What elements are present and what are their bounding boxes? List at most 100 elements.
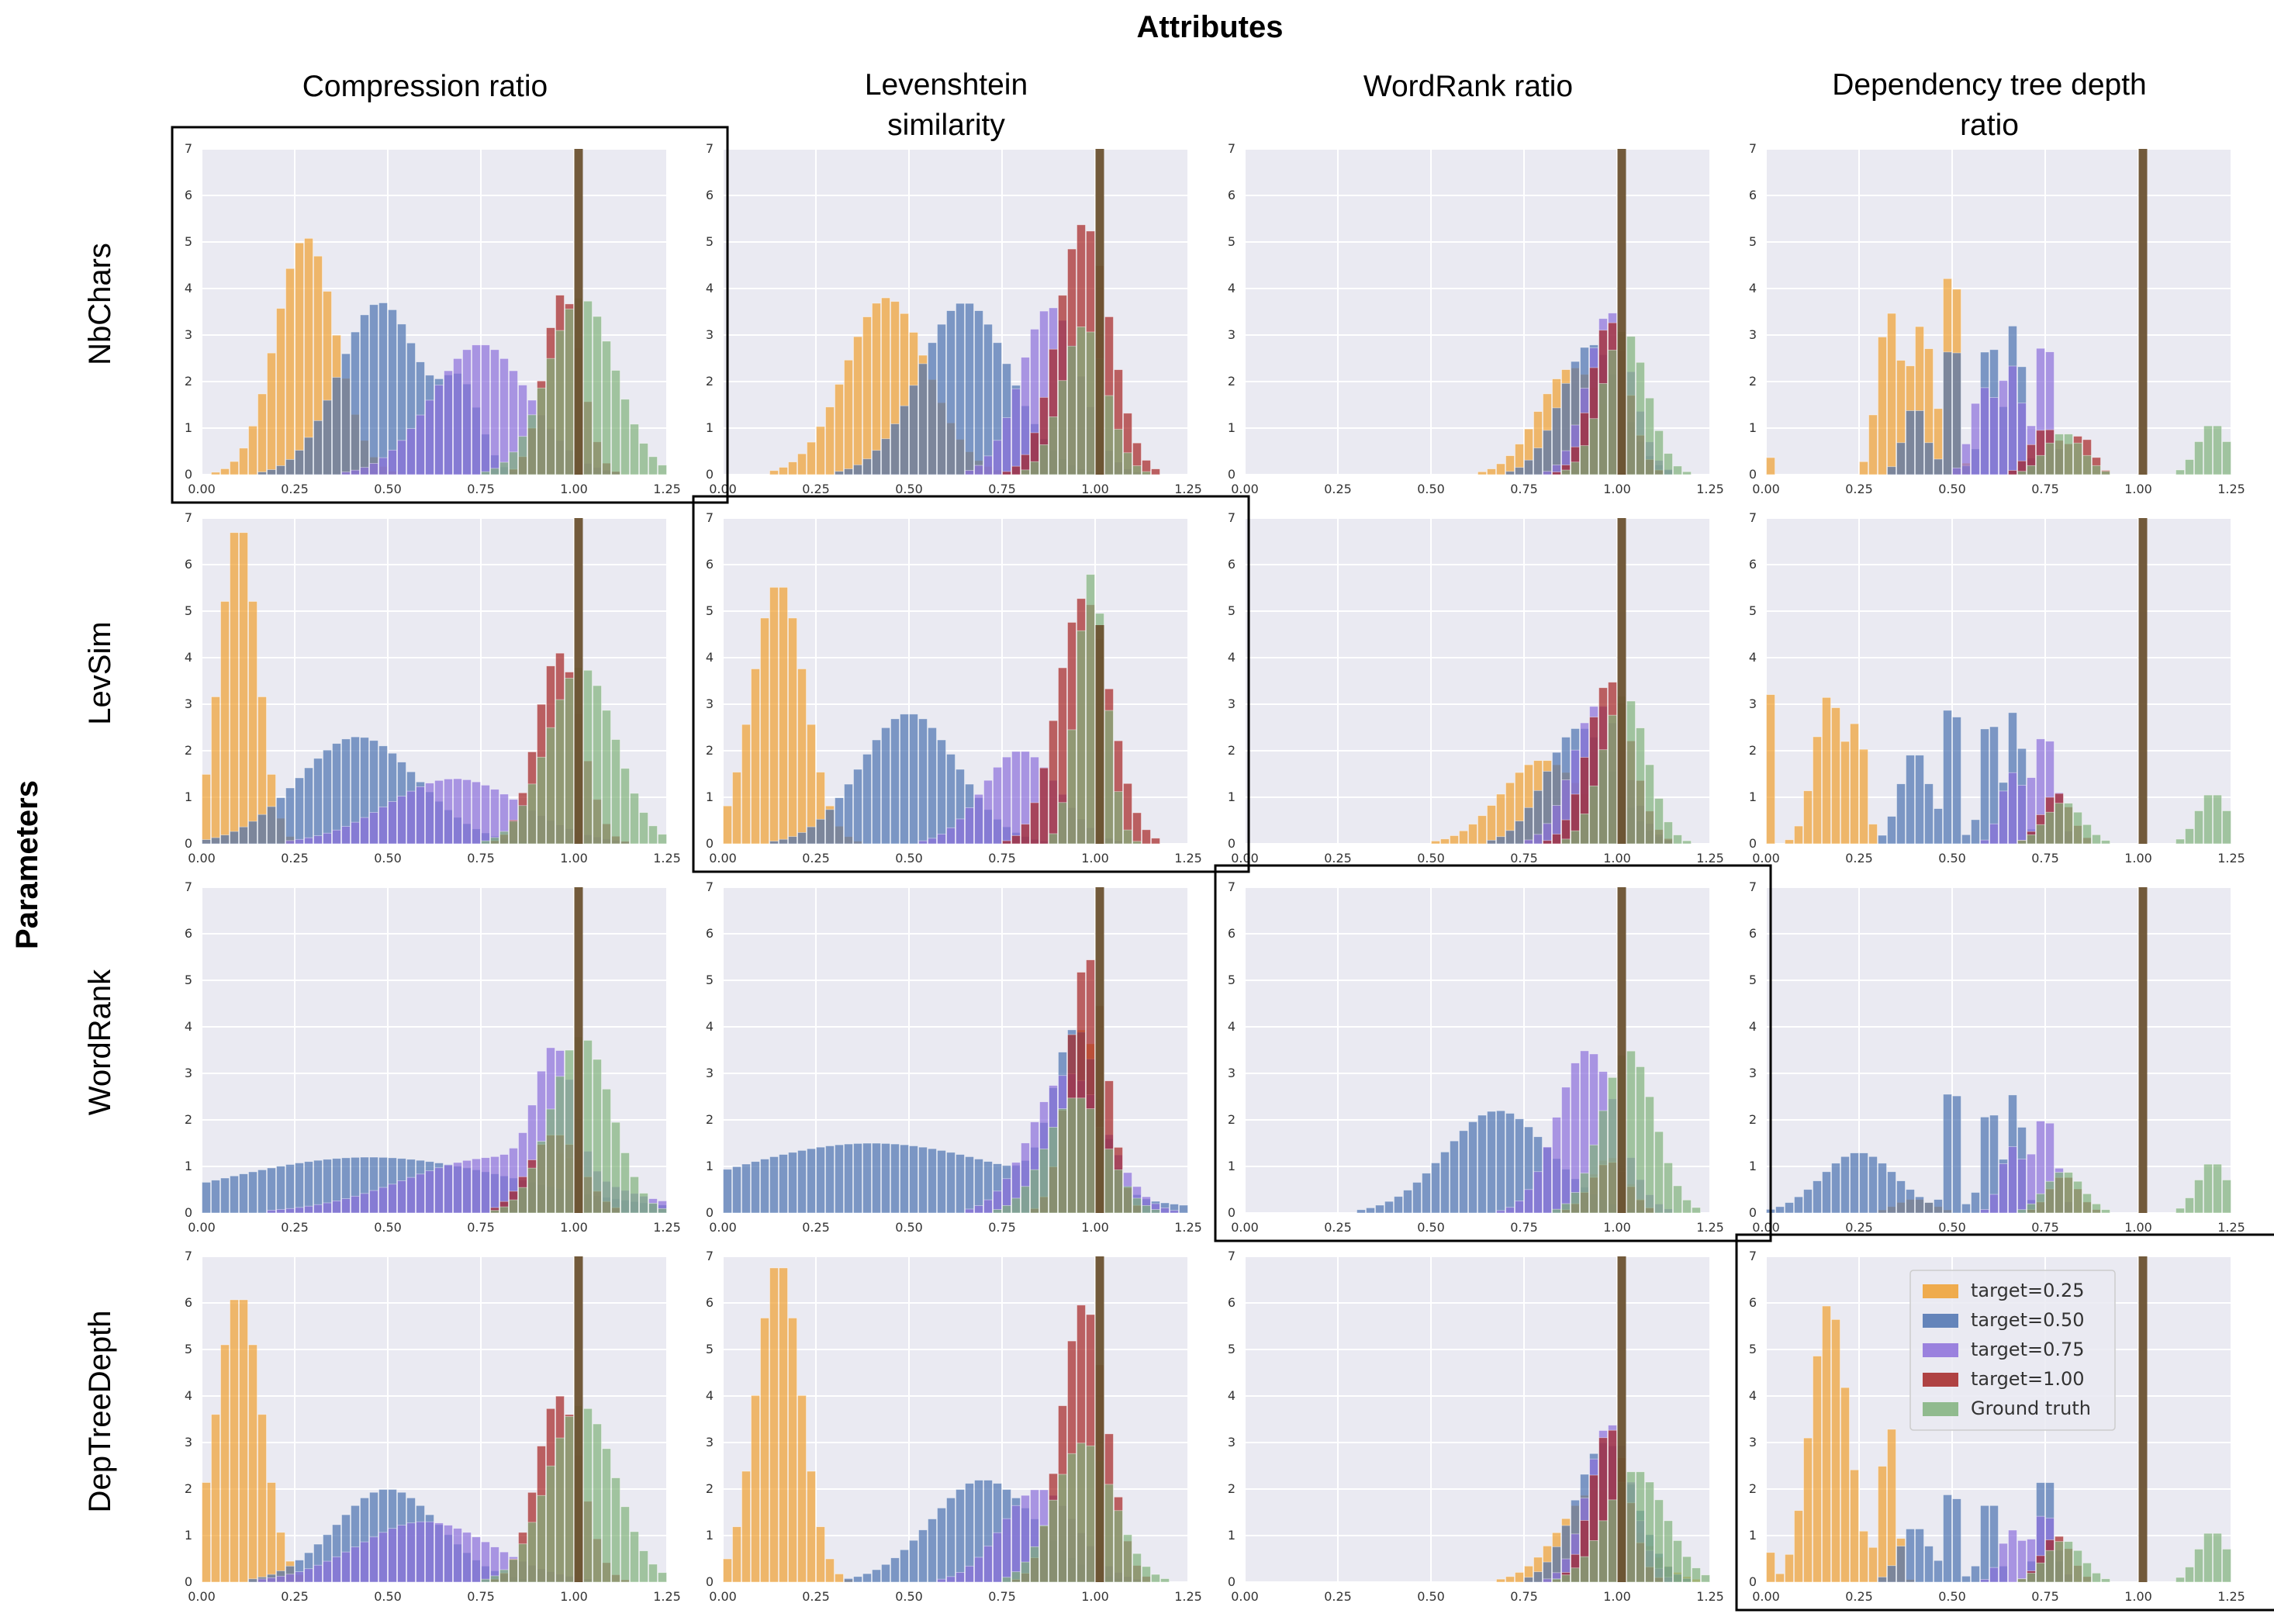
- bar: [1049, 833, 1058, 845]
- bar: [1989, 1194, 1999, 1214]
- bar: [1617, 518, 1626, 844]
- bar: [2055, 803, 2064, 845]
- bar: [2027, 1203, 2036, 1214]
- bar: [844, 783, 853, 845]
- bar: [1617, 887, 1626, 1213]
- bar: [909, 1539, 918, 1583]
- bar: [518, 1543, 527, 1583]
- bar: [1021, 469, 1030, 475]
- bar: [1887, 1171, 1896, 1214]
- bar: [1132, 1553, 1142, 1583]
- bar: [872, 450, 881, 475]
- bar: [583, 1408, 593, 1583]
- y-tick-label: 1: [185, 1159, 192, 1173]
- bar: [378, 1187, 388, 1214]
- bar: [2008, 365, 2017, 475]
- panel-LevSim-2: 0 1 2 3 4 5 6 7 0.00 0.25 0.50 0.75 1.00 1.25: [1228, 510, 1724, 866]
- panel-DepTreeDepth-2: 0 1 2 3 4 5 6 7 0.00 0.25 0.50 0.75 1.00 1.25: [1228, 1249, 1724, 1604]
- bar: [434, 1167, 444, 1214]
- bar: [2203, 1532, 2213, 1583]
- bar: [257, 1578, 267, 1583]
- bar: [1915, 1196, 1924, 1214]
- bar: [323, 1202, 332, 1214]
- bar: [965, 302, 974, 475]
- bar: [518, 805, 527, 845]
- bar: [1011, 834, 1021, 845]
- x-tick-label: 0.75: [2031, 482, 2059, 496]
- y-tick-label: 0: [706, 467, 714, 482]
- bar: [341, 353, 351, 475]
- bar: [807, 441, 816, 475]
- legend-label: target=1.00: [1971, 1368, 2085, 1390]
- bar: [1011, 465, 1021, 475]
- bar: [2213, 1163, 2222, 1214]
- bar: [378, 457, 388, 475]
- y-tick-label: 6: [1228, 926, 1235, 941]
- y-tick-label: 5: [1228, 1342, 1235, 1356]
- bar: [1142, 1566, 1151, 1583]
- bar: [1952, 1095, 1961, 1214]
- bar: [388, 1183, 397, 1214]
- bar: [648, 1564, 658, 1583]
- panel-LevSim-3: 0 1 2 3 4 5 6 7 0.00 0.25 0.50 0.75 1.00 1.25: [1749, 510, 2245, 866]
- bar: [360, 314, 369, 475]
- x-tick-label: 0.25: [1845, 482, 1873, 496]
- bar: [890, 423, 900, 475]
- bar: [1598, 749, 1608, 845]
- highlight-frame: [1735, 1233, 2274, 1612]
- bar: [639, 1550, 648, 1583]
- y-tick-label: 1: [1749, 420, 1757, 435]
- bar: [807, 1148, 816, 1214]
- y-tick-label: 3: [1228, 1435, 1235, 1450]
- bar: [1142, 829, 1151, 845]
- y-tick-label: 6: [1228, 557, 1235, 572]
- y-tick-label: 4: [1228, 650, 1235, 665]
- column-titles: Compression ratio Levenshtein similarity Wo…: [302, 68, 2147, 142]
- bar: [1626, 1050, 1636, 1214]
- bar: [481, 784, 490, 845]
- bar: [434, 1522, 444, 1583]
- bar: [862, 316, 872, 475]
- bar: [1775, 1206, 1785, 1214]
- y-tick-label: 6: [185, 188, 192, 202]
- bar: [593, 1423, 602, 1583]
- bar: [518, 1187, 527, 1214]
- bar: [788, 617, 797, 845]
- bar: [2008, 470, 2017, 475]
- bar: [1561, 469, 1571, 475]
- y-tick-label: 3: [1749, 1066, 1757, 1080]
- y-tick-label: 4: [1228, 1388, 1235, 1403]
- bar: [1543, 1146, 1552, 1214]
- bar: [1980, 728, 1989, 845]
- bar: [285, 1164, 295, 1214]
- y-tick-label: 4: [185, 1019, 192, 1034]
- bar: [406, 1177, 416, 1214]
- bar: [2017, 1209, 2027, 1214]
- bar: [1086, 1445, 1095, 1583]
- bar: [593, 685, 602, 845]
- bar: [1859, 748, 1868, 845]
- x-tick-label: 1.25: [1174, 1589, 1202, 1604]
- bar: [648, 825, 658, 845]
- x-tick-label: 0.00: [709, 1589, 737, 1604]
- bar: [332, 743, 341, 845]
- bar: [983, 323, 993, 475]
- bar: [983, 779, 993, 845]
- bar: [1086, 331, 1095, 475]
- x-tick-label: 1.00: [560, 482, 588, 496]
- bar: [1142, 471, 1151, 475]
- x-tick-label: 0.75: [988, 1220, 1016, 1235]
- bar: [285, 268, 295, 475]
- bar: [853, 465, 862, 475]
- x-tick-label: 0.50: [895, 1589, 923, 1604]
- bar: [1487, 468, 1496, 475]
- x-tick-label: 0.75: [467, 1589, 495, 1604]
- bar: [444, 778, 453, 845]
- bar: [1552, 1208, 1561, 1214]
- bar: [1682, 840, 1692, 845]
- bar: [1543, 471, 1552, 475]
- bar: [202, 774, 211, 845]
- bar: [565, 308, 574, 475]
- y-tick-label: 0: [1749, 836, 1757, 851]
- x-tick-label: 0.75: [467, 851, 495, 866]
